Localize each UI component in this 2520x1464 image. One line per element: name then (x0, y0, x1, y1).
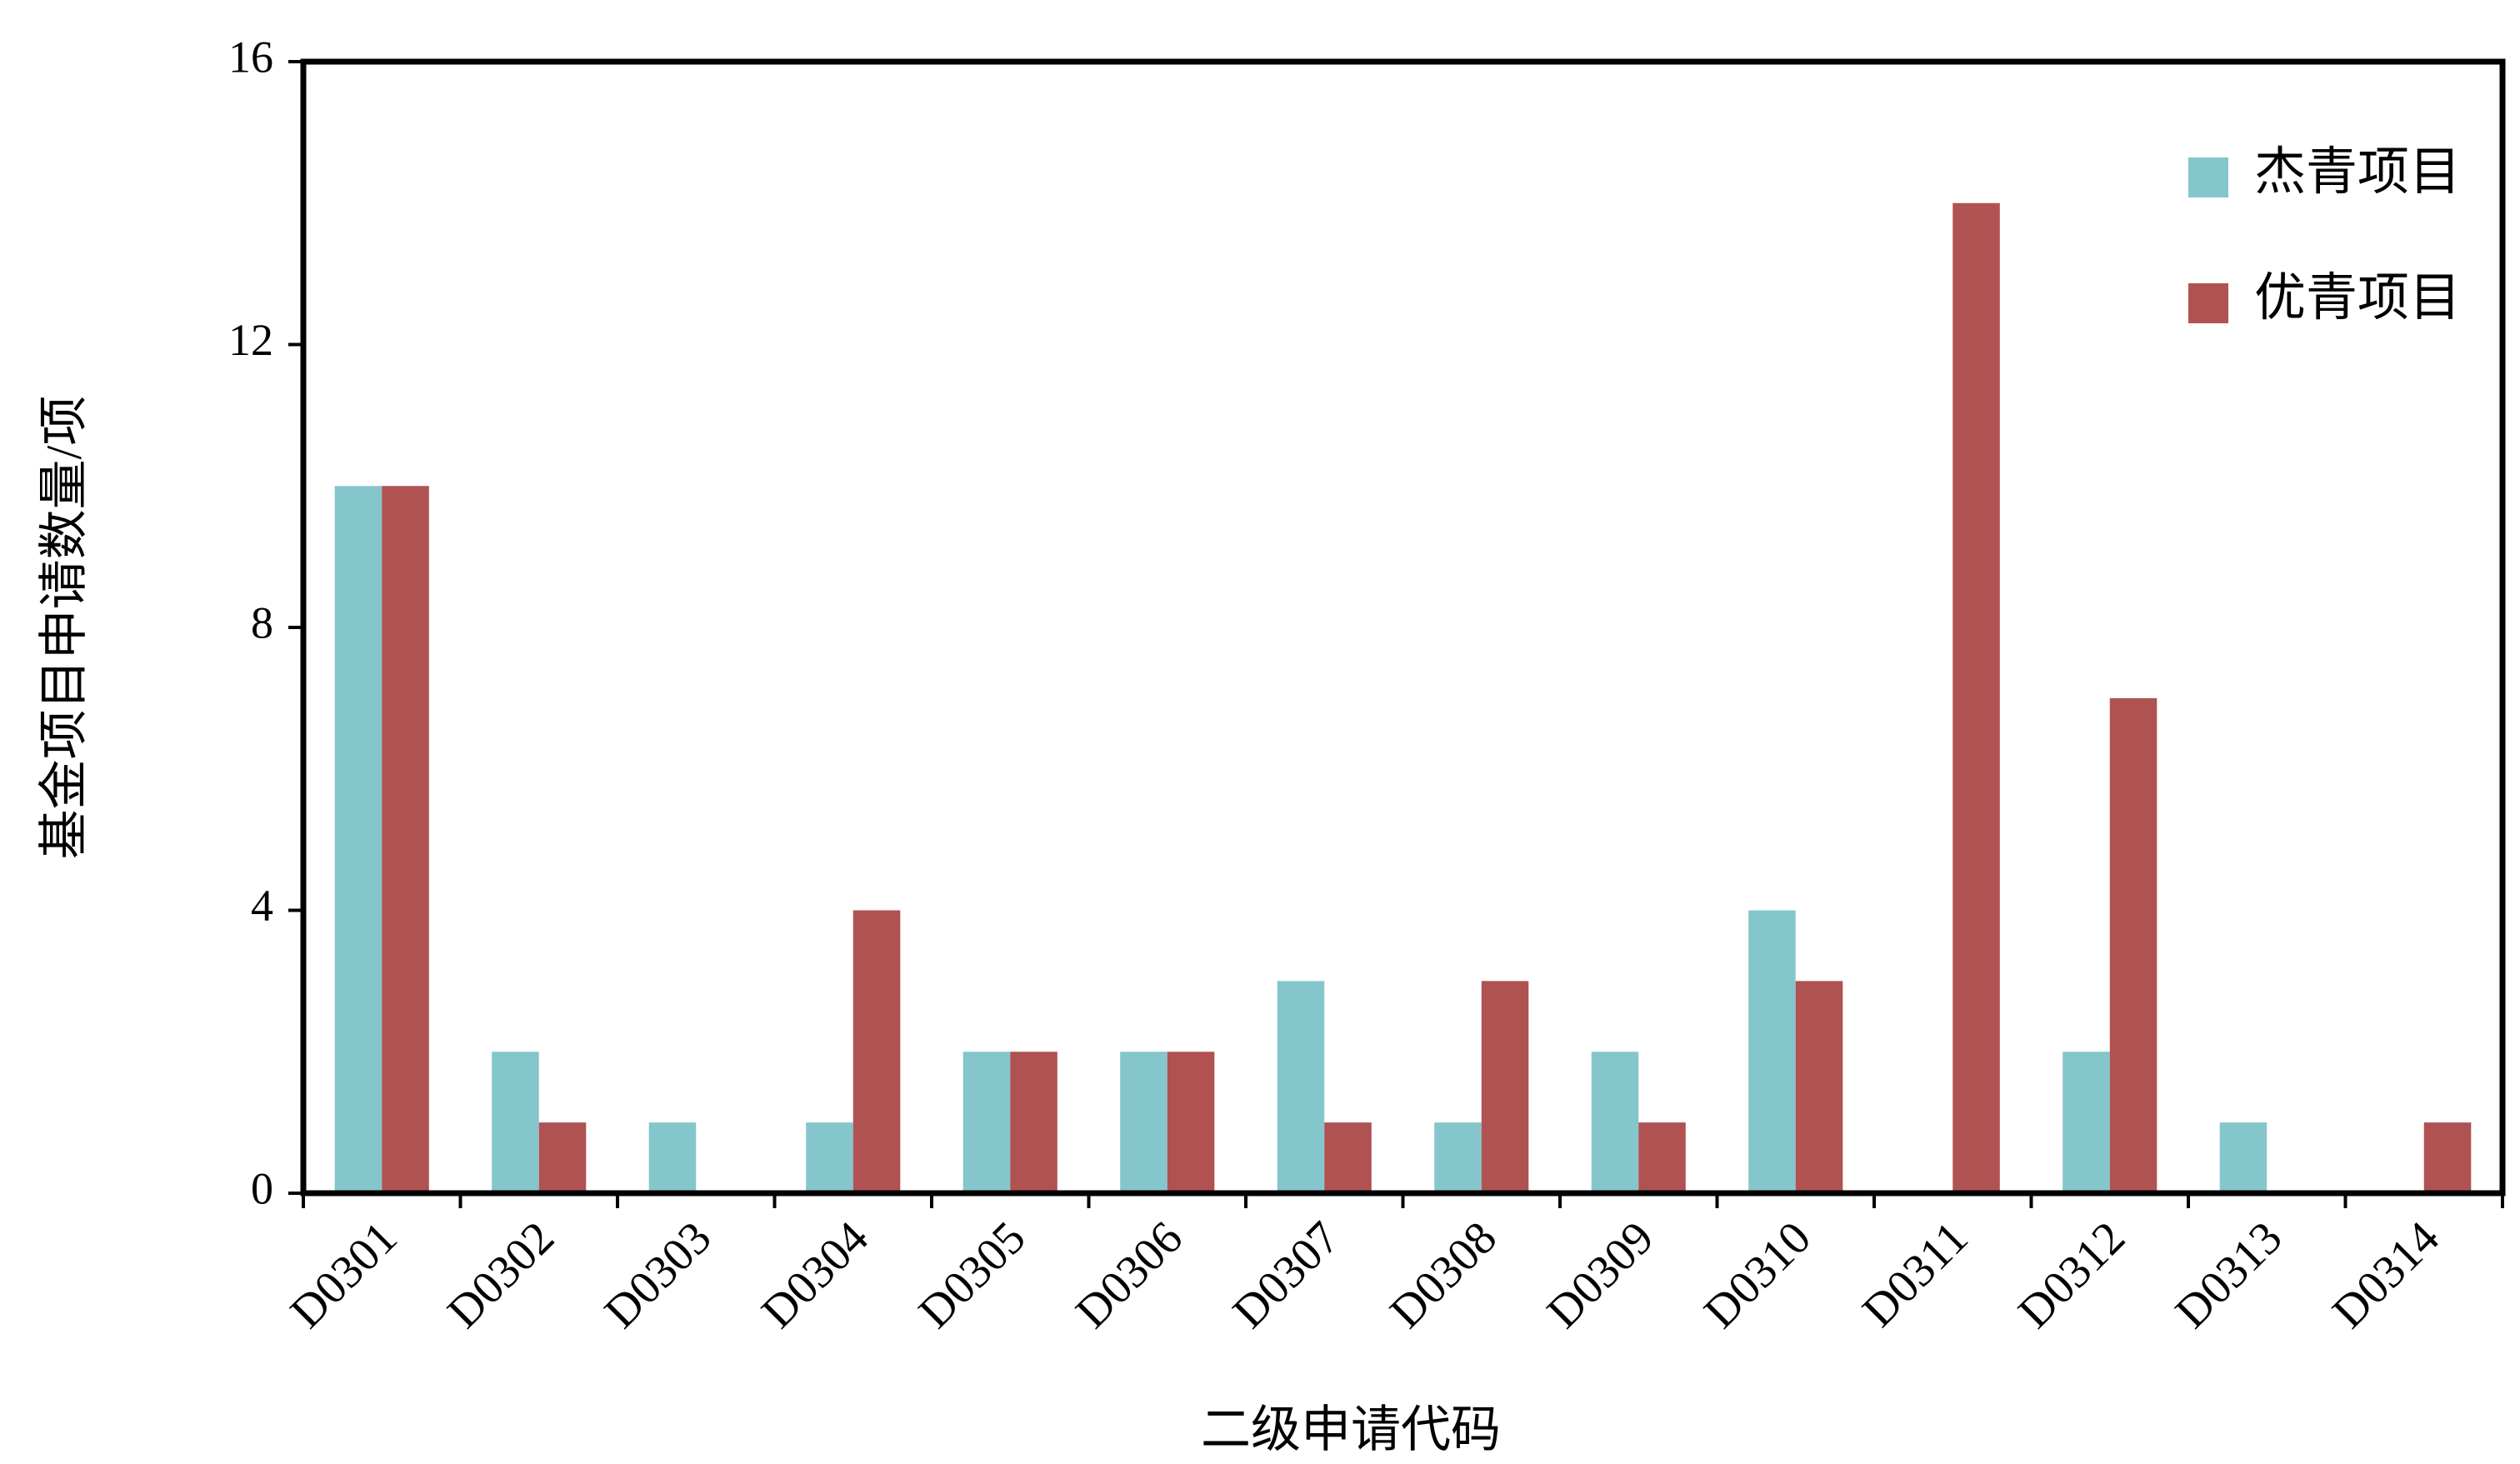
bar (1277, 981, 1325, 1193)
bar (2109, 697, 2158, 1193)
bar (382, 486, 429, 1193)
x-tick-label: D0314 (2322, 1212, 2449, 1338)
bar (1324, 1122, 1372, 1193)
legend-label: 优青项目 (2254, 270, 2461, 327)
bar (492, 1052, 539, 1193)
x-tick-label: D0302 (438, 1212, 564, 1338)
x-tick-label: D0309 (1538, 1212, 1664, 1338)
bar (2219, 1122, 2268, 1193)
bar (1010, 1052, 1058, 1193)
x-tick-label: D0305 (909, 1212, 1036, 1338)
bar (538, 1122, 587, 1193)
legend-swatch (2188, 157, 2228, 197)
y-axis-title: 基金项目申请数量/项 (37, 396, 92, 860)
x-tick-label: D0301 (281, 1212, 408, 1338)
x-tick-label: D0312 (2008, 1212, 2135, 1338)
x-tick-label: D0307 (1223, 1212, 1350, 1338)
bar (648, 1122, 697, 1193)
bar (2062, 1052, 2110, 1193)
x-tick-label: D0311 (1852, 1212, 1978, 1337)
y-tick-label: 12 (228, 315, 273, 365)
bar (962, 1052, 1011, 1193)
x-tick-label: D0306 (1066, 1212, 1192, 1338)
bar (1638, 1122, 1686, 1193)
bar (1434, 1122, 1482, 1193)
x-tick-label: D0308 (1380, 1212, 1507, 1338)
y-tick-label: 4 (251, 881, 273, 931)
bar (806, 1122, 853, 1193)
x-tick-label: D0310 (1694, 1212, 1821, 1338)
y-tick-label: 0 (251, 1163, 273, 1213)
plot-frame (300, 58, 2506, 1197)
x-tick-label: D0313 (2166, 1212, 2292, 1338)
x-tick-label: D0304 (752, 1212, 878, 1338)
x-axis-title: 二级申请代码 (1201, 1402, 1501, 1457)
legend-label: 杰青项目 (2254, 144, 2461, 201)
bar (1952, 202, 2000, 1193)
bar (1120, 1052, 1168, 1193)
bar (1167, 1052, 1215, 1193)
bar (334, 486, 382, 1193)
y-tick-label: 16 (228, 32, 273, 82)
x-tick-label: D0303 (595, 1212, 722, 1338)
legend-swatch (2188, 283, 2228, 323)
bar (1748, 910, 1796, 1193)
bar (1591, 1052, 1639, 1193)
bar (1481, 981, 1529, 1193)
y-tick-label: 8 (251, 597, 273, 647)
bar (852, 910, 901, 1193)
bar (2423, 1122, 2472, 1193)
bar (1795, 981, 1843, 1193)
